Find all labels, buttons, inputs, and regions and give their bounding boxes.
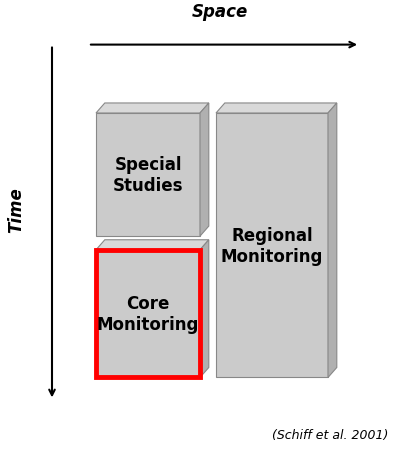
Bar bbox=[216, 114, 328, 378]
Text: Regional
Monitoring: Regional Monitoring bbox=[221, 226, 323, 265]
Text: Core
Monitoring: Core Monitoring bbox=[97, 294, 199, 334]
Bar bbox=[96, 114, 200, 237]
Text: Space: Space bbox=[192, 3, 248, 20]
Polygon shape bbox=[328, 104, 337, 378]
Polygon shape bbox=[200, 104, 209, 237]
Polygon shape bbox=[96, 104, 209, 114]
Text: (Schiff et al. 2001): (Schiff et al. 2001) bbox=[272, 428, 388, 441]
Text: Time: Time bbox=[7, 187, 25, 232]
Bar bbox=[96, 250, 200, 378]
Polygon shape bbox=[96, 240, 209, 250]
Polygon shape bbox=[216, 104, 337, 114]
Polygon shape bbox=[200, 240, 209, 378]
Text: Special
Studies: Special Studies bbox=[113, 156, 183, 195]
Bar bbox=[96, 250, 200, 378]
